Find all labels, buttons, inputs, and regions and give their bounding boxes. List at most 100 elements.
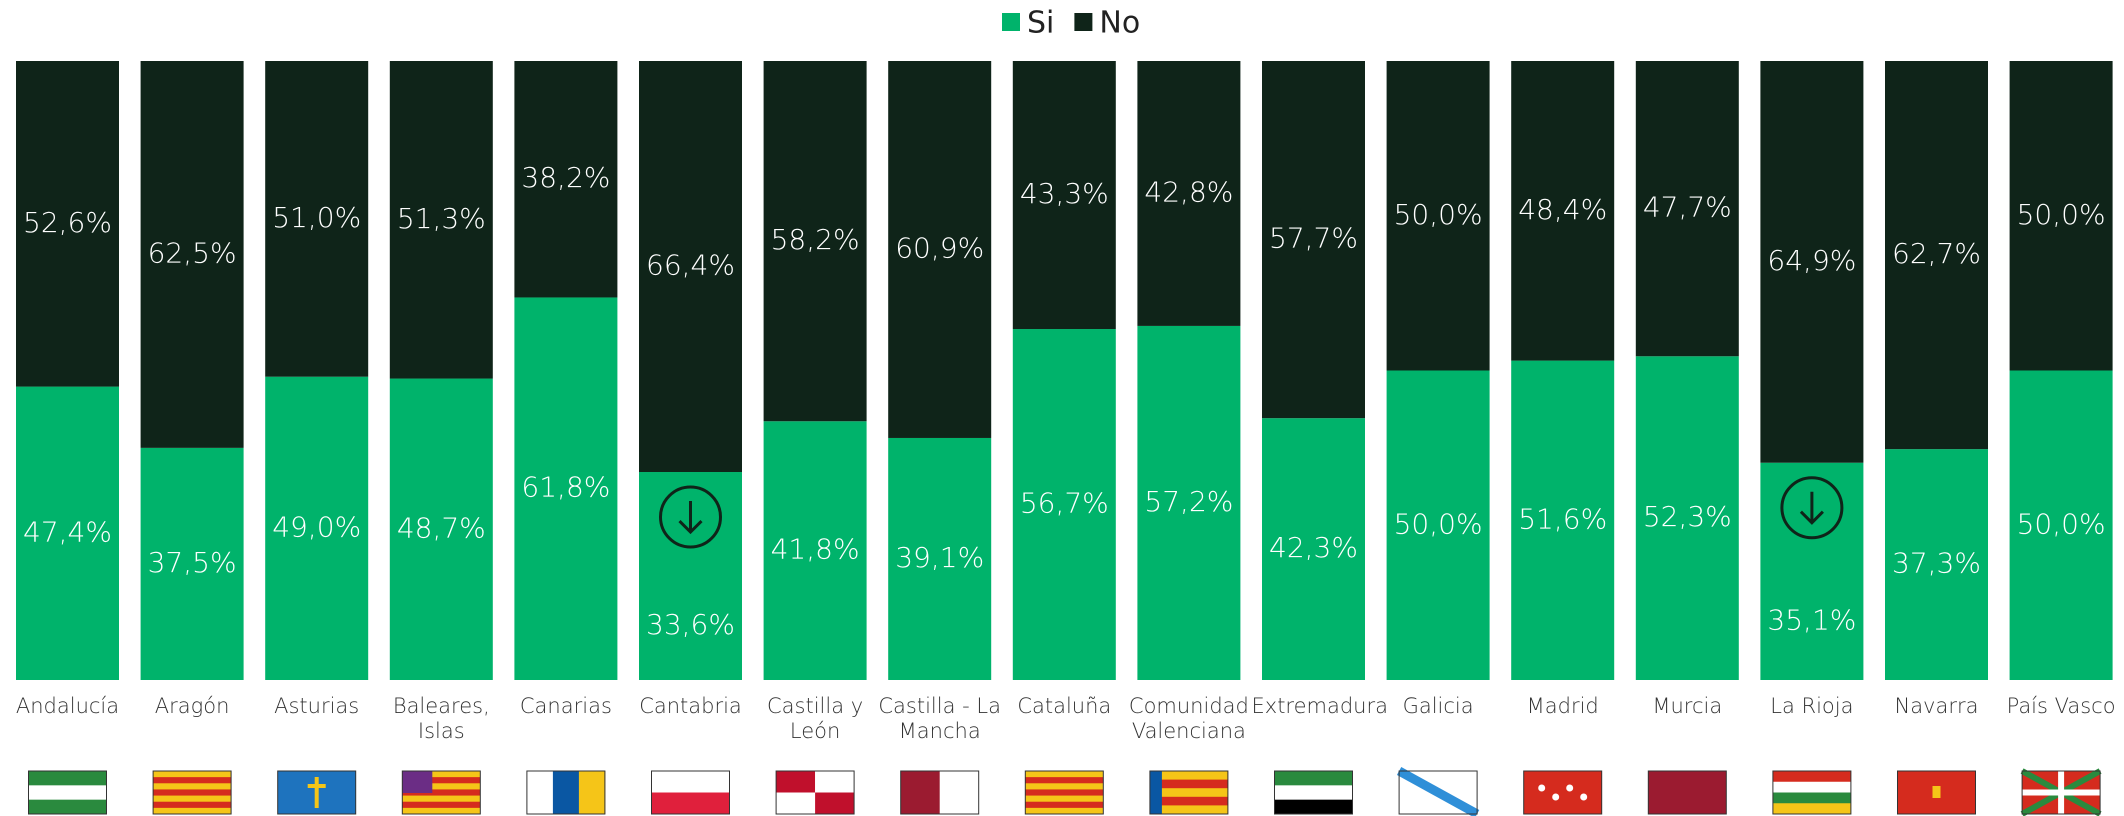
arrow-icon	[1780, 476, 1844, 540]
bar-segment	[1635, 356, 1739, 680]
bar-segment	[1012, 61, 1116, 330]
flag-part	[307, 777, 326, 808]
flag-part	[1025, 795, 1104, 803]
flag-icon	[277, 770, 357, 815]
bar-segment	[140, 447, 244, 680]
legend-swatch	[1074, 13, 1093, 31]
flag-icon	[1396, 767, 1480, 816]
bar-segment	[389, 378, 493, 680]
flag-part	[651, 771, 730, 793]
value-label: 50,0%	[2017, 198, 2106, 231]
flag-border	[775, 770, 855, 815]
flag-part	[1396, 767, 1480, 816]
flag-part	[1149, 805, 1228, 815]
flag-border	[277, 770, 357, 815]
flag-part	[1025, 771, 1104, 778]
flag-part	[153, 795, 232, 803]
flag-part	[1025, 777, 1104, 784]
bar-segment	[1760, 61, 1864, 463]
x-tick-label: Navarra	[1894, 694, 1979, 718]
flag-part	[1274, 799, 1353, 815]
flag-icon	[900, 770, 980, 815]
value-label: 48,7%	[397, 511, 486, 544]
flag-icon	[1897, 770, 1976, 815]
flag-border	[1149, 770, 1229, 815]
legend-swatch	[1002, 13, 1020, 31]
x-tick-label: Asturias	[274, 694, 360, 718]
bar-segment	[763, 421, 867, 680]
bar-segment	[1885, 61, 1988, 450]
flag-part	[1025, 801, 1104, 809]
flag-part	[1149, 788, 1228, 798]
flag-border	[152, 770, 232, 815]
bar-segment	[1511, 360, 1615, 680]
value-label: 61,8%	[521, 471, 610, 504]
flag-part	[939, 771, 980, 814]
value-label: 47,7%	[1643, 191, 1732, 224]
flag-part	[526, 771, 554, 814]
flag-icon	[1523, 770, 1603, 815]
flag-border	[1647, 770, 1727, 815]
flag-border	[651, 770, 730, 815]
x-tick-label: La Rioja	[1770, 694, 1854, 718]
x-tick-label: Castilla y León	[767, 694, 864, 743]
value-label: 50,0%	[1394, 198, 1483, 231]
legend-label: No	[1099, 6, 1140, 41]
bar-segment	[1137, 325, 1241, 680]
flag-part	[1274, 771, 1353, 786]
value-label: 37,5%	[148, 546, 237, 579]
value-label: 48,4%	[1518, 193, 1607, 226]
flag-icon	[1274, 770, 1353, 815]
bar-segment	[514, 297, 618, 680]
bar-segment	[389, 61, 493, 379]
flag-icon	[526, 770, 606, 815]
flag-part	[1932, 786, 1941, 798]
flag-border	[1398, 770, 1478, 815]
flag-part	[1149, 771, 1228, 781]
flag-icon	[2020, 768, 2102, 816]
flag-border	[1274, 770, 1353, 815]
flag-part	[552, 771, 580, 814]
value-label: 42,3%	[1269, 531, 1358, 564]
flag-part	[402, 783, 481, 790]
arrow-icon	[659, 485, 722, 549]
x-tick-label: Galicia	[1402, 694, 1474, 718]
flag-icon	[1647, 770, 1727, 815]
value-label: 51,3%	[397, 202, 486, 235]
x-tick-label: Comunidad Valenciana	[1128, 694, 1249, 743]
value-label: 58,2%	[771, 223, 860, 256]
flag-part	[402, 771, 481, 778]
flag-part	[1772, 781, 1851, 793]
flag-part	[815, 771, 855, 793]
value-label: 62,7%	[1892, 237, 1981, 270]
flag-part	[1648, 771, 1727, 815]
flag-border	[1772, 770, 1852, 815]
value-label: 52,3%	[1643, 500, 1732, 533]
bar-segment	[1511, 61, 1615, 361]
flag-part	[1772, 771, 1851, 783]
value-label: 33,6%	[646, 608, 735, 641]
value-label: 56,7%	[1020, 487, 1109, 520]
flag-part	[1538, 784, 1546, 792]
x-tick-label: Cataluña	[1017, 694, 1112, 718]
bar-segment	[639, 61, 742, 473]
flag-part	[1772, 792, 1851, 804]
value-label: 39,1%	[895, 541, 984, 574]
x-tick-label: Cantabria	[639, 694, 742, 718]
flag-part	[28, 785, 107, 801]
flag-part	[402, 789, 481, 797]
flag-part	[153, 801, 232, 809]
flag-border	[526, 770, 606, 815]
arrow-icon	[1799, 491, 1824, 525]
bar-segment	[2009, 370, 2113, 680]
flag-icon	[1149, 770, 1229, 815]
value-label: 52,6%	[23, 206, 112, 239]
flag-part	[1523, 771, 1602, 815]
flag-part	[1025, 789, 1104, 797]
flag-part	[1025, 807, 1104, 815]
x-tick-label: Andalucía	[15, 694, 120, 718]
bar-segment	[1262, 418, 1365, 680]
flag-part	[402, 801, 481, 809]
bar-segment	[2009, 61, 2113, 371]
